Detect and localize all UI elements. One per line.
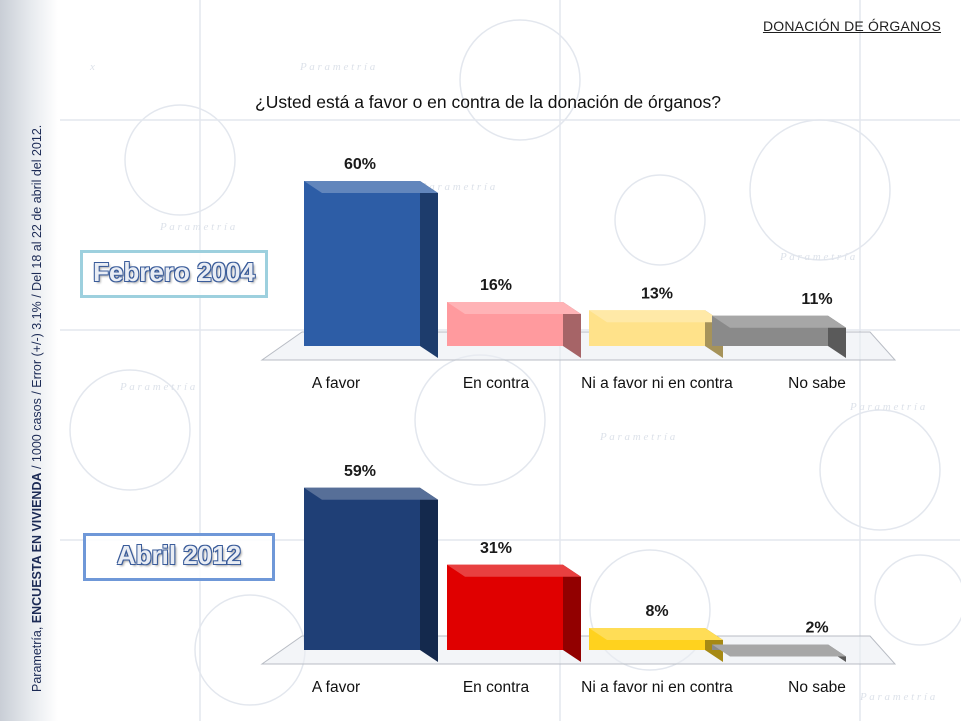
category-label: A favor bbox=[312, 679, 360, 696]
bar-top-face bbox=[304, 181, 438, 193]
bar-front-face bbox=[304, 181, 420, 346]
svg-text:x: x bbox=[89, 61, 95, 73]
svg-text:P a r a m e t r í a: P a r a m e t r í a bbox=[159, 221, 236, 233]
bar-top-face bbox=[447, 564, 581, 577]
bar-side-face bbox=[420, 487, 438, 662]
bar-front-face bbox=[447, 564, 563, 650]
bar-value-label: 11% bbox=[801, 291, 832, 308]
bar-front-face bbox=[304, 487, 420, 650]
category-label: En contra bbox=[463, 375, 530, 392]
chart-1: 59% A favor 31% En contra 8% Ni a favor ni en… bbox=[260, 463, 897, 696]
bar-value-label: 13% bbox=[641, 285, 673, 302]
left-decorative-strip bbox=[0, 0, 58, 721]
bar-ni-a-favor-ni-en-contra bbox=[589, 628, 723, 662]
bar-ni-a-favor-ni-en-contra bbox=[589, 310, 723, 358]
category-label: Ni a favor ni en contra bbox=[581, 679, 733, 696]
svg-text:P a r a m e t r í a: P a r a m e t r í a bbox=[779, 251, 856, 263]
bar-top-face bbox=[589, 628, 723, 640]
bar-value-label: 59% bbox=[344, 463, 376, 480]
svg-text:P a r a m e t r í a: P a r a m e t r í a bbox=[299, 61, 376, 73]
bar-top-face bbox=[304, 487, 438, 500]
category-label: No sabe bbox=[788, 375, 846, 392]
category-label: Ni a favor ni en contra bbox=[581, 375, 733, 392]
bar-top-face bbox=[589, 310, 723, 323]
category-label: No sabe bbox=[788, 679, 846, 696]
bar-a-favor bbox=[304, 487, 438, 662]
bar-top-face bbox=[712, 315, 846, 328]
bar-value-label: 8% bbox=[645, 603, 668, 620]
svg-text:P a r a m e t r í a: P a r a m e t r í a bbox=[849, 401, 926, 413]
section-title: DONACIÓN DE ÓRGANOS bbox=[762, 18, 941, 34]
category-label: En contra bbox=[463, 679, 530, 696]
chart-0: 60% A favor 16% En contra 13% Ni a favor ni e… bbox=[260, 156, 897, 392]
bar-top-face bbox=[712, 644, 846, 657]
survey-question: ¿Usted está a favor o en contra de la do… bbox=[255, 92, 721, 112]
bar-a-favor bbox=[304, 181, 438, 358]
svg-text:P a r a m e t r í a: P a r a m e t r í a bbox=[859, 691, 936, 703]
bar-top-face bbox=[447, 302, 581, 314]
bar-side-face bbox=[563, 302, 581, 358]
svg-text:P a r a m e t r í a: P a r a m e t r í a bbox=[419, 181, 496, 193]
bar-no-sabe bbox=[712, 315, 846, 358]
category-label: A favor bbox=[312, 375, 360, 392]
svg-text:P a r a m e t r í a: P a r a m e t r í a bbox=[119, 381, 196, 393]
bar-value-label: 2% bbox=[805, 620, 828, 637]
bar-en-contra bbox=[447, 564, 581, 662]
period-label-apr-2012: Abril 2012 bbox=[83, 533, 275, 581]
bar-value-label: 31% bbox=[480, 540, 512, 557]
svg-text:P a r a m e t r í a: P a r a m e t r í a bbox=[599, 431, 676, 443]
bar-side-face bbox=[420, 181, 438, 358]
bar-value-label: 16% bbox=[480, 277, 512, 294]
period-label-feb-2004: Febrero 2004 bbox=[80, 250, 268, 298]
bar-en-contra bbox=[447, 302, 581, 358]
bar-side-face bbox=[563, 564, 581, 662]
bar-value-label: 60% bbox=[344, 156, 376, 173]
bar-no-sabe bbox=[712, 644, 846, 662]
